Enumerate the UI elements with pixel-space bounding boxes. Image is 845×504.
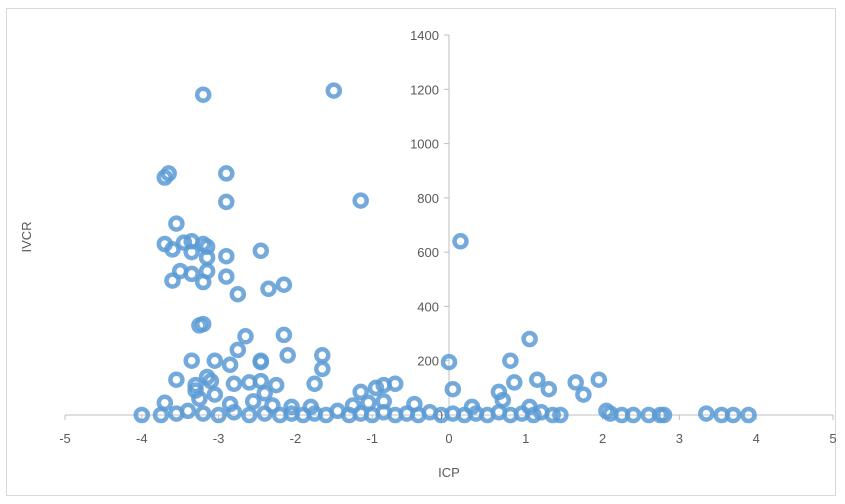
data-point [256,385,273,402]
data-point [275,326,293,344]
data-point [367,379,385,397]
y-axis-title: IVCR [19,221,34,252]
data-point [575,386,592,403]
data-points [133,82,757,424]
data-point [218,268,235,285]
data-point [229,341,247,359]
data-point [164,272,181,289]
data-point [352,383,369,401]
data-point [452,233,469,250]
x-tick-label: 0 [445,431,452,446]
data-point [194,315,212,333]
y-tick-label: 1400 [410,28,439,43]
y-tick-label: 1000 [410,137,439,152]
data-point [252,352,270,369]
x-tick-label: 4 [753,431,760,446]
data-point [655,406,673,424]
data-point [314,360,331,378]
x-tick-label: -2 [290,431,302,446]
data-point [210,406,227,424]
data-point [194,405,212,422]
data-point [198,249,216,266]
data-point [540,380,558,398]
data-point [218,247,235,265]
data-point [252,242,270,260]
data-point [544,406,561,424]
data-point [325,82,343,99]
data-point [218,193,235,211]
data-point [206,386,224,403]
chart-area: -5 -4 -3 -2 -1 0 1 2 3 4 5 200 400 600 800 1000 1200 1400… [6,8,837,496]
x-tick-label: 1 [522,431,529,446]
data-point [225,375,243,393]
data-point [206,352,224,369]
data-point [275,276,293,293]
data-point [164,241,181,258]
data-point [724,406,742,424]
data-point [256,405,273,422]
data-point [152,406,170,424]
data-point [625,406,642,424]
y-tick-label: 200 [417,354,439,369]
data-point [156,169,174,186]
data-point [740,406,757,424]
scatter-plot: -5 -4 -3 -2 -1 0 1 2 3 4 5 200 400 600 800 1000 1200 1400… [19,28,837,480]
data-point [229,285,247,303]
data-point [698,405,715,422]
x-axis-title: ICP [438,465,460,480]
data-point [267,376,285,394]
data-point [260,280,277,298]
data-point [244,393,262,410]
x-tick-label: 5 [829,431,836,446]
data-point [175,234,193,251]
data-point [279,347,296,364]
data-point [187,382,204,399]
y-tick-label: 400 [417,299,439,314]
data-point [567,374,584,391]
data-point [202,372,220,390]
data-point [218,165,235,182]
data-point [552,406,569,424]
x-tick-label: -5 [59,431,71,446]
tick-labels: -5 -4 -3 -2 -1 0 1 2 3 4 5 200 400 600 800 1000 1200 1400… [59,28,836,446]
x-tick-label: -4 [136,431,148,446]
data-point [502,352,519,369]
x-tick-label: -3 [213,431,225,446]
x-tick-label: -1 [366,431,378,446]
data-point [168,371,185,388]
y-tick-label: 800 [417,191,439,206]
data-point [521,330,538,348]
data-point [444,380,462,398]
data-point [194,86,212,103]
data-point [183,243,200,261]
data-point [590,371,608,388]
x-tick-label: 2 [599,431,606,446]
y-tick-label: 600 [417,245,439,260]
data-point [194,273,212,291]
data-point [133,406,151,424]
data-point [225,404,243,421]
data-point [168,215,185,232]
data-point [241,406,258,424]
data-point [183,265,200,283]
x-tick-label: 3 [676,431,683,446]
data-point [306,375,323,393]
data-point [283,398,300,416]
data-point [352,192,369,209]
data-point [440,353,458,371]
data-point [386,375,404,393]
y-tick-label-origin: 0 [436,408,443,423]
data-point [529,371,546,388]
y-tick-label: 1200 [410,82,439,97]
data-point [237,328,254,345]
data-point [183,352,200,369]
data-point [506,374,523,391]
data-point [314,347,331,364]
data-point [525,406,542,424]
data-point [179,402,197,420]
data-point [221,356,239,374]
